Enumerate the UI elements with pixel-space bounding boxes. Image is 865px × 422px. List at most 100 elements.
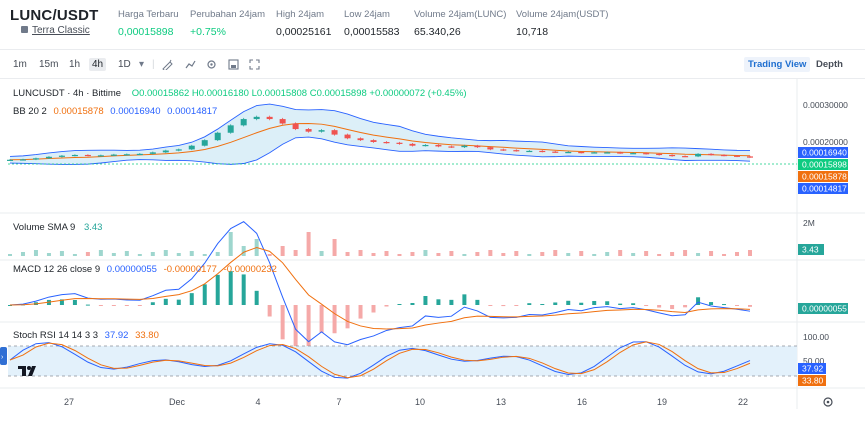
candle-body[interactable] xyxy=(318,130,325,132)
candle-body[interactable] xyxy=(695,153,702,157)
macd-histogram-bar[interactable] xyxy=(215,274,220,305)
macd-histogram-bar[interactable] xyxy=(527,303,532,305)
macd-tag[interactable]: 0.00000055 xyxy=(802,304,847,314)
macd-histogram-bar[interactable] xyxy=(397,303,402,305)
candle-body[interactable] xyxy=(253,116,260,120)
candle-body[interactable] xyxy=(214,132,221,141)
time-axis-label[interactable]: 4 xyxy=(255,397,260,407)
macd-histogram-bar[interactable] xyxy=(410,302,415,305)
volume-bar[interactable] xyxy=(189,251,194,256)
candle-body[interactable] xyxy=(708,153,715,156)
candle-body[interactable] xyxy=(19,159,26,161)
volume-bar[interactable] xyxy=(371,253,376,256)
volume-bar[interactable] xyxy=(423,250,428,256)
candle-body[interactable] xyxy=(734,155,741,157)
macd-histogram-bar[interactable] xyxy=(579,302,584,305)
macd-tag-bg[interactable] xyxy=(798,303,848,314)
candle-body[interactable] xyxy=(357,138,364,141)
volume-bar[interactable] xyxy=(631,253,636,256)
candle-body[interactable] xyxy=(487,147,494,150)
candle-body[interactable] xyxy=(565,151,572,154)
macd-histogram-bar[interactable] xyxy=(696,297,701,305)
candle-body[interactable] xyxy=(136,153,143,156)
price-tag-bg[interactable] xyxy=(798,147,848,158)
volume-bar[interactable] xyxy=(241,246,246,256)
time-axis-label[interactable]: 19 xyxy=(657,397,667,407)
bollinger-band[interactable] xyxy=(9,103,751,165)
macd-histogram-bar[interactable] xyxy=(189,293,194,305)
volume-bar[interactable] xyxy=(163,250,168,256)
macd-histogram-bar[interactable] xyxy=(202,284,207,305)
candle-body[interactable] xyxy=(227,125,234,133)
volume-bar[interactable] xyxy=(618,250,623,256)
candle-body[interactable] xyxy=(682,156,689,158)
macd-histogram-bar[interactable] xyxy=(8,305,12,306)
macd-histogram-bar[interactable] xyxy=(319,305,324,333)
candle-body[interactable] xyxy=(84,154,91,157)
stoch-axis-tick[interactable]: 50.00 xyxy=(803,356,825,366)
volume-bar[interactable] xyxy=(696,253,701,256)
volume-bar[interactable] xyxy=(475,252,480,256)
indicator-icon[interactable] xyxy=(185,59,196,70)
price-tag-last[interactable]: 0.00015898 xyxy=(798,159,848,170)
bb-fill[interactable] xyxy=(10,104,750,165)
volume-bar[interactable] xyxy=(540,252,545,256)
volume-bar[interactable] xyxy=(280,246,285,256)
candle-body[interactable] xyxy=(45,156,52,159)
macd-histogram-bar[interactable] xyxy=(124,305,129,306)
volume-bar[interactable] xyxy=(566,253,571,256)
macd-histogram-bar[interactable] xyxy=(644,305,649,306)
pair-title[interactable]: LUNC/USDT xyxy=(10,7,99,24)
macd-histogram-bar[interactable] xyxy=(436,299,441,305)
volume-bar[interactable] xyxy=(176,253,181,256)
volume-bar[interactable] xyxy=(553,250,558,256)
price-axis-tick[interactable]: 0.00030000 xyxy=(803,100,848,110)
macd-histogram-bar[interactable] xyxy=(722,304,727,306)
macd-histogram-bar[interactable] xyxy=(254,290,259,305)
volume-bar[interactable] xyxy=(748,250,752,256)
save-layout-icon[interactable] xyxy=(228,59,239,70)
macd-histogram-bar[interactable] xyxy=(657,305,662,308)
volume-bar[interactable] xyxy=(605,252,610,256)
volume-bar[interactable] xyxy=(306,232,311,256)
candle-body[interactable] xyxy=(539,150,546,153)
time-axis[interactable]: 27 Dec 4 7 10 13 16 19 22 xyxy=(64,397,748,407)
candle-body[interactable] xyxy=(643,153,650,155)
volume-bar[interactable] xyxy=(644,251,649,256)
bb-upper-line[interactable] xyxy=(9,103,751,157)
candle-body[interactable] xyxy=(32,158,39,160)
tv-logo-dot[interactable] xyxy=(27,366,31,370)
macd-histogram-bar[interactable] xyxy=(423,295,428,305)
volume-bar[interactable] xyxy=(501,253,506,256)
candle-body[interactable] xyxy=(409,143,416,146)
price-tag-bg[interactable] xyxy=(798,171,848,182)
macd-histogram-bar[interactable] xyxy=(553,302,558,305)
candle-body[interactable] xyxy=(721,154,728,157)
candle-body[interactable] xyxy=(500,149,507,151)
candle-body[interactable] xyxy=(747,156,753,158)
macd-histogram-bar[interactable] xyxy=(631,303,636,305)
volume-bar[interactable] xyxy=(33,250,38,256)
time-axis-label[interactable]: 16 xyxy=(577,397,587,407)
macd-line[interactable] xyxy=(9,221,751,346)
candle-body[interactable] xyxy=(7,159,13,161)
volume-bar[interactable] xyxy=(137,254,142,256)
stoch-k-tag[interactable]: 37.92 xyxy=(802,364,824,374)
gear-ring[interactable] xyxy=(823,397,833,407)
macd-histogram-bar[interactable] xyxy=(618,303,623,305)
volume-bar[interactable] xyxy=(735,252,740,256)
macd-signal-line[interactable] xyxy=(9,246,751,330)
fullscreen-icon[interactable] xyxy=(249,59,260,70)
volume-bar[interactable] xyxy=(111,253,116,256)
side-panel-toggle[interactable] xyxy=(0,347,7,365)
macd-histogram-bar[interactable] xyxy=(501,305,506,307)
volume-bar[interactable] xyxy=(514,251,519,256)
macd-histogram-bar[interactable] xyxy=(163,298,168,305)
macd-histogram-bar[interactable] xyxy=(280,305,285,340)
candle-body[interactable] xyxy=(305,129,312,132)
volume-bar[interactable] xyxy=(397,254,402,256)
volume-bar[interactable] xyxy=(436,253,441,256)
chart-settings-gear-icon[interactable] xyxy=(823,397,833,407)
volume-bar[interactable] xyxy=(8,254,12,256)
tradingview-logo-icon[interactable] xyxy=(18,366,36,376)
